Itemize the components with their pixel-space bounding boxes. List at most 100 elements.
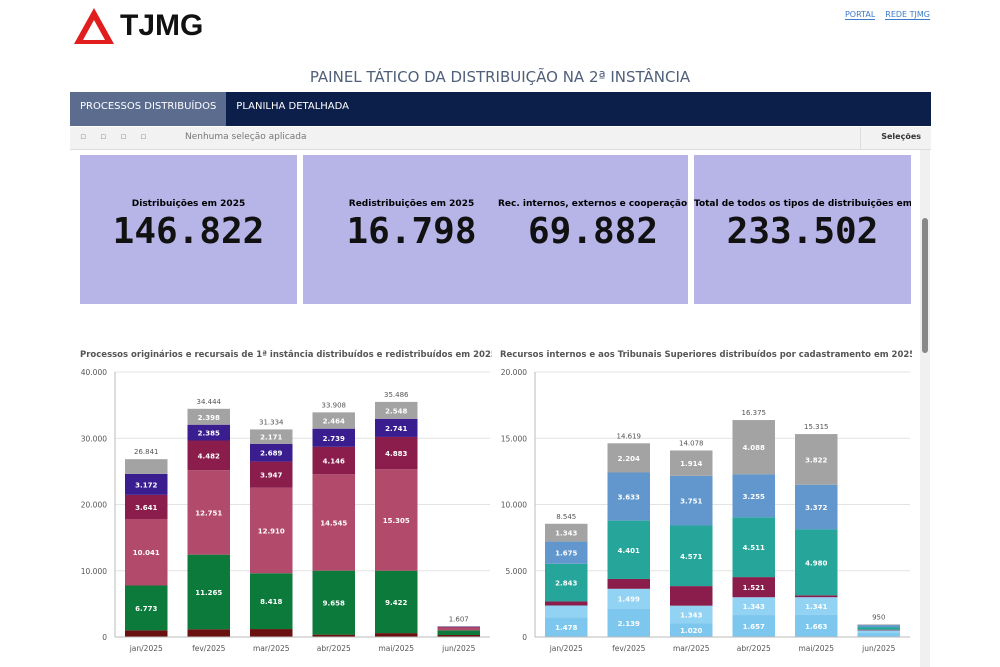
selection-status: Nenhuma seleção aplicada [185,132,307,142]
y-tick-label: 5.000 [506,567,528,576]
data-label: 2.689 [260,450,282,458]
data-label: 4.482 [198,452,220,460]
kpi-label: Total de todos os tipos de distribuições… [694,199,911,209]
bar-segment [375,401,418,419]
bar-segment [437,627,480,631]
bar-segment [125,585,168,631]
data-label: 12.751 [195,509,222,517]
bar-segment [187,470,230,555]
bar-segment [857,624,900,626]
bar-segment [125,630,168,637]
total-label: 33.908 [322,401,347,409]
x-tick-label: jan/2025 [549,644,583,653]
tab[interactable]: PLANILHA DETALHADA [236,101,349,112]
kpi-value: 16.798 [346,211,477,252]
kpi-card: Distribuições em 2025 146.822 [80,155,297,304]
bar-segment [312,412,355,429]
data-label: 1.499 [618,596,640,604]
data-label: 2.843 [555,580,577,588]
bar-segment [607,443,650,473]
link[interactable]: PORTAL [844,10,876,20]
x-tick-label: mar/2025 [253,644,290,653]
data-label: 2.385 [198,430,220,438]
selections-button[interactable]: Seleções [881,132,921,141]
bar-segment [375,469,418,571]
data-label: 8.418 [260,598,282,606]
bar-segment [437,626,480,628]
data-label: 9.422 [385,599,407,607]
bar-segment [250,629,293,637]
chart: Recursos internos e aos Tribunais Superi… [500,350,912,653]
x-tick-label: mar/2025 [673,644,710,653]
bar-segment [545,541,588,564]
bar-segment [187,424,230,441]
bar-segment [732,615,775,637]
data-label: 9.658 [323,600,345,608]
data-label: 1.663 [805,623,827,631]
total-label: 16.375 [742,409,767,417]
total-label: 31.334 [259,418,284,426]
scrollbar[interactable] [920,150,930,667]
bar-segment [250,487,293,574]
bar-segment [250,429,293,444]
data-label: 2.464 [323,418,345,426]
toolbar: ▫▫▫▫ Nenhuma seleção aplicada Seleções [70,127,931,150]
data-label: 3.255 [743,493,765,501]
y-tick-label: 15.000 [501,434,527,443]
bar-segment [545,563,588,602]
toolbar-icons[interactable]: ▫▫▫▫ [80,132,161,142]
bar-segment [250,443,293,462]
bar-segment [670,450,713,476]
data-label: 11.265 [195,589,222,597]
data-label: 1.343 [680,612,702,620]
bar-segment [545,617,588,637]
bar-segment [732,517,775,578]
y-tick-label: 20.000 [81,501,107,510]
bar-segment [125,459,168,474]
data-label: 1.341 [805,603,827,611]
bar-segment [795,614,838,637]
bar-segment [312,634,355,637]
logo[interactable]: TJMG [72,6,203,46]
data-label: 1.914 [680,460,702,468]
y-tick-label: 10.000 [81,567,107,576]
bar-segment [437,630,480,636]
y-tick-label: 10.000 [501,501,527,510]
bar-segment [187,408,230,425]
total-label: 1.607 [449,615,469,623]
bar-segment [857,630,900,634]
bar-segment [187,554,230,630]
data-label: 4.571 [680,553,702,561]
tab[interactable]: PROCESSOS DISTRIBUÍDOS [70,92,227,126]
bar-segment [795,484,838,530]
x-tick-label: fev/2025 [192,644,226,653]
x-tick-label: mai/2025 [798,644,834,653]
total-label: 35.486 [384,391,409,399]
header-links: PORTAL REDE TJMG [844,10,930,20]
data-label: 15.305 [383,517,410,525]
data-label: 2.171 [260,434,282,442]
data-label: 1.343 [555,530,577,538]
bar-segment [607,588,650,609]
bar-segment [607,520,650,579]
data-label: 4.088 [743,444,765,452]
total-label: 14.078 [679,439,704,447]
bar-segment [375,418,418,437]
bar-segment [312,446,355,475]
link[interactable]: REDE TJMG [885,10,930,20]
y-tick-label: 20.000 [501,368,527,377]
x-tick-label: jan/2025 [129,644,163,653]
total-label: 15.315 [804,423,829,431]
bar-segment [795,434,838,485]
data-label: 1.657 [743,623,765,631]
bar-segment [857,627,900,630]
chart: Processos originários e recursais de 1ª … [80,350,492,653]
bar-segment [857,633,900,637]
kpi-value: 69.882 [527,211,659,252]
logo-text: TJMG [120,9,204,42]
logo-icon [74,8,114,44]
bar-segment [607,608,650,637]
data-label: 2.739 [323,435,345,443]
tabs: PROCESSOS DISTRIBUÍDOS PLANILHA DETALHADA [70,92,931,126]
bar-segment [375,436,418,470]
